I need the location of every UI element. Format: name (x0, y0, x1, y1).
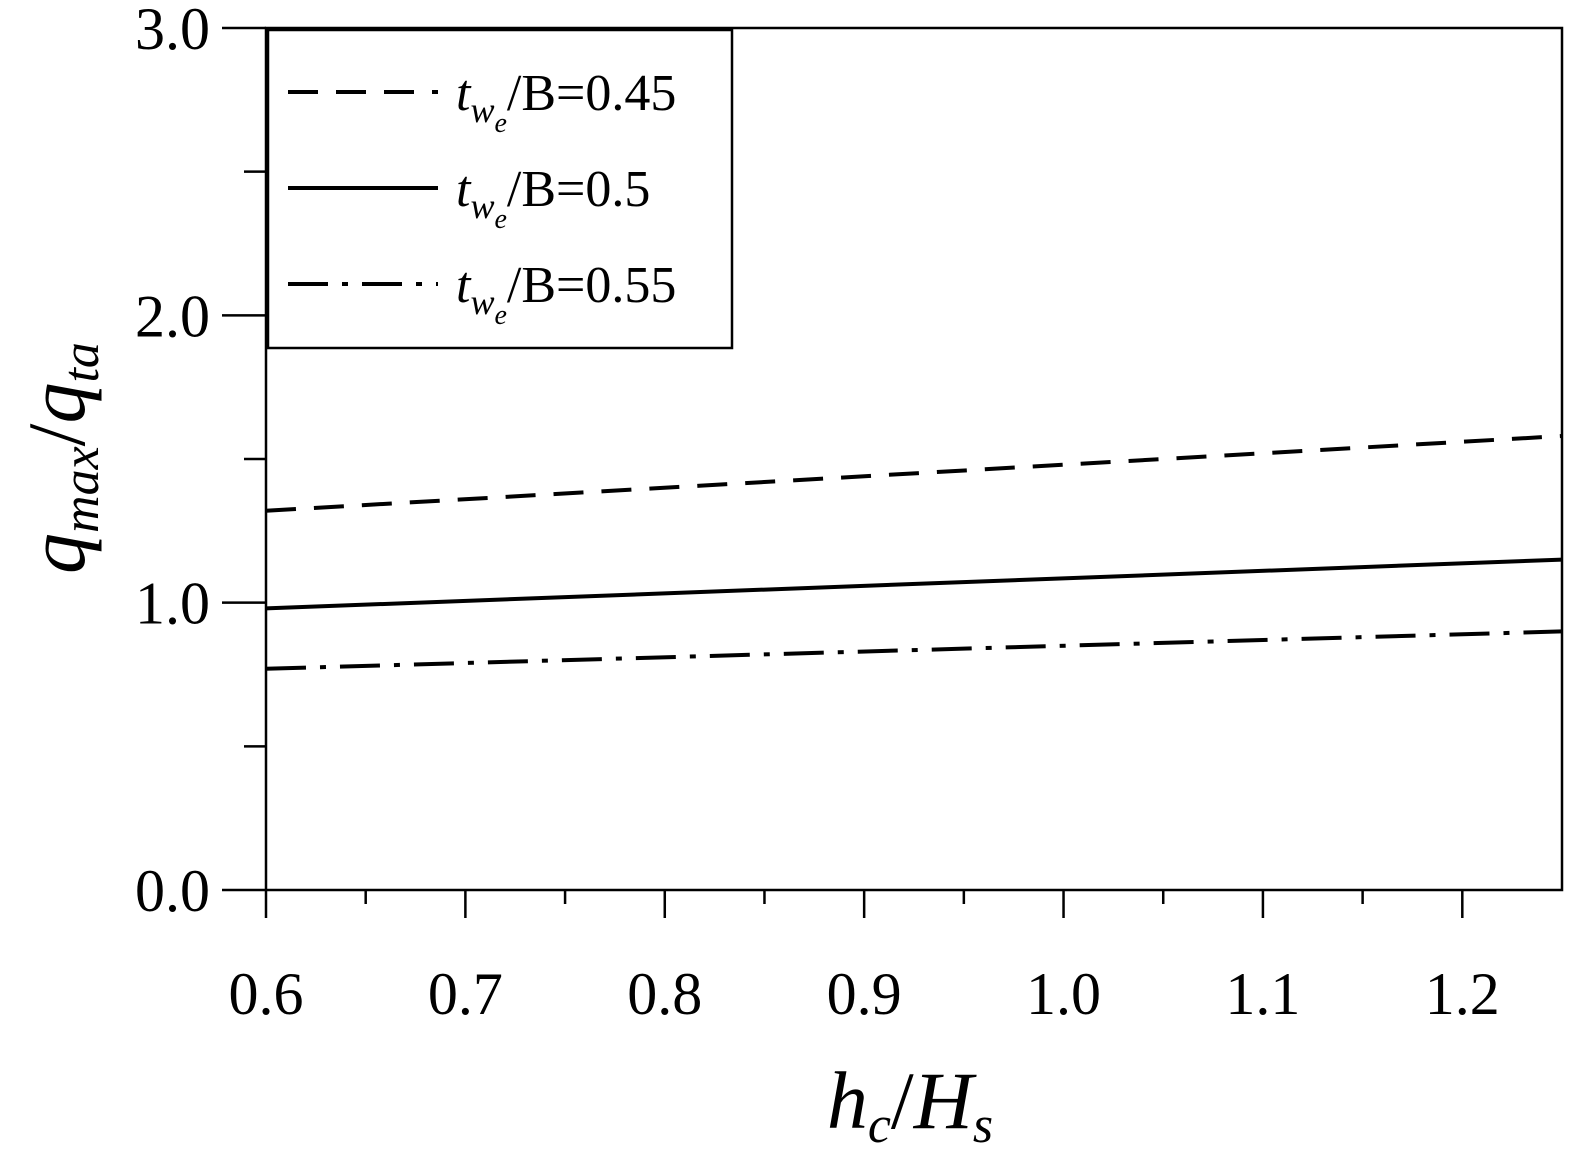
x-tick-label: 0.8 (627, 961, 702, 1027)
legend-sub: w (470, 90, 494, 130)
x-tick-label: 1.1 (1225, 961, 1300, 1027)
x-axis-title-sep: / (891, 1055, 914, 1146)
y-tick-label: 3.0 (135, 0, 210, 62)
legend-sub: w (470, 186, 494, 226)
x-axis-title-main-sub: c (868, 1097, 891, 1154)
legend-rest: /B=0.45 (507, 65, 676, 122)
y-tick-label: 0.0 (135, 858, 210, 924)
x-tick-label: 0.7 (428, 961, 503, 1027)
legend-label-2: twe/B=0.5 (456, 161, 650, 235)
y-axis-title-main: q (11, 533, 102, 574)
y-axis-title-second: q (11, 383, 102, 424)
legend-label-3: twe/B=0.55 (456, 257, 676, 331)
y-tick-label: 2.0 (135, 283, 210, 349)
x-axis: 0.6 0.7 0.8 0.9 1.0 1.1 1.2 (229, 890, 1500, 1027)
legend-subsub: e (494, 204, 506, 235)
legend-var: t (456, 65, 472, 122)
y-axis-title-sep: / (11, 423, 102, 446)
y-axis-title-second-sub: ta (53, 342, 110, 382)
y-axis-title-main-sub: max (53, 446, 110, 533)
legend-var: t (456, 257, 472, 314)
x-tick-label: 1.2 (1425, 961, 1500, 1027)
series-line-1 (265, 434, 1563, 513)
x-tick-label: 0.9 (827, 961, 902, 1027)
y-tick-label: 1.0 (135, 571, 210, 637)
legend-subsub: e (494, 108, 506, 139)
series-layer (265, 434, 1563, 671)
x-axis-title-second: H (913, 1055, 977, 1146)
series-line-2 (265, 557, 1563, 611)
legend-var: t (456, 161, 472, 218)
legend-rest: /B=0.5 (507, 161, 650, 218)
x-tick-label: 1.0 (1026, 961, 1101, 1027)
legend-label-1: twe/B=0.45 (456, 65, 676, 139)
series-line-3 (265, 629, 1563, 671)
x-tick-label: 0.6 (229, 961, 304, 1027)
x-axis-title: hc/Hs (827, 1055, 993, 1154)
legend-rest: /B=0.55 (507, 257, 676, 314)
y-axis: 0.0 1.0 2.0 3.0 (135, 0, 266, 924)
x-axis-title-second-sub: s (973, 1097, 993, 1154)
legend-sub: w (470, 282, 494, 322)
y-axis-title: qmax/qta (11, 342, 110, 574)
legend-subsub: e (494, 300, 506, 331)
x-axis-title-main: h (827, 1055, 868, 1146)
